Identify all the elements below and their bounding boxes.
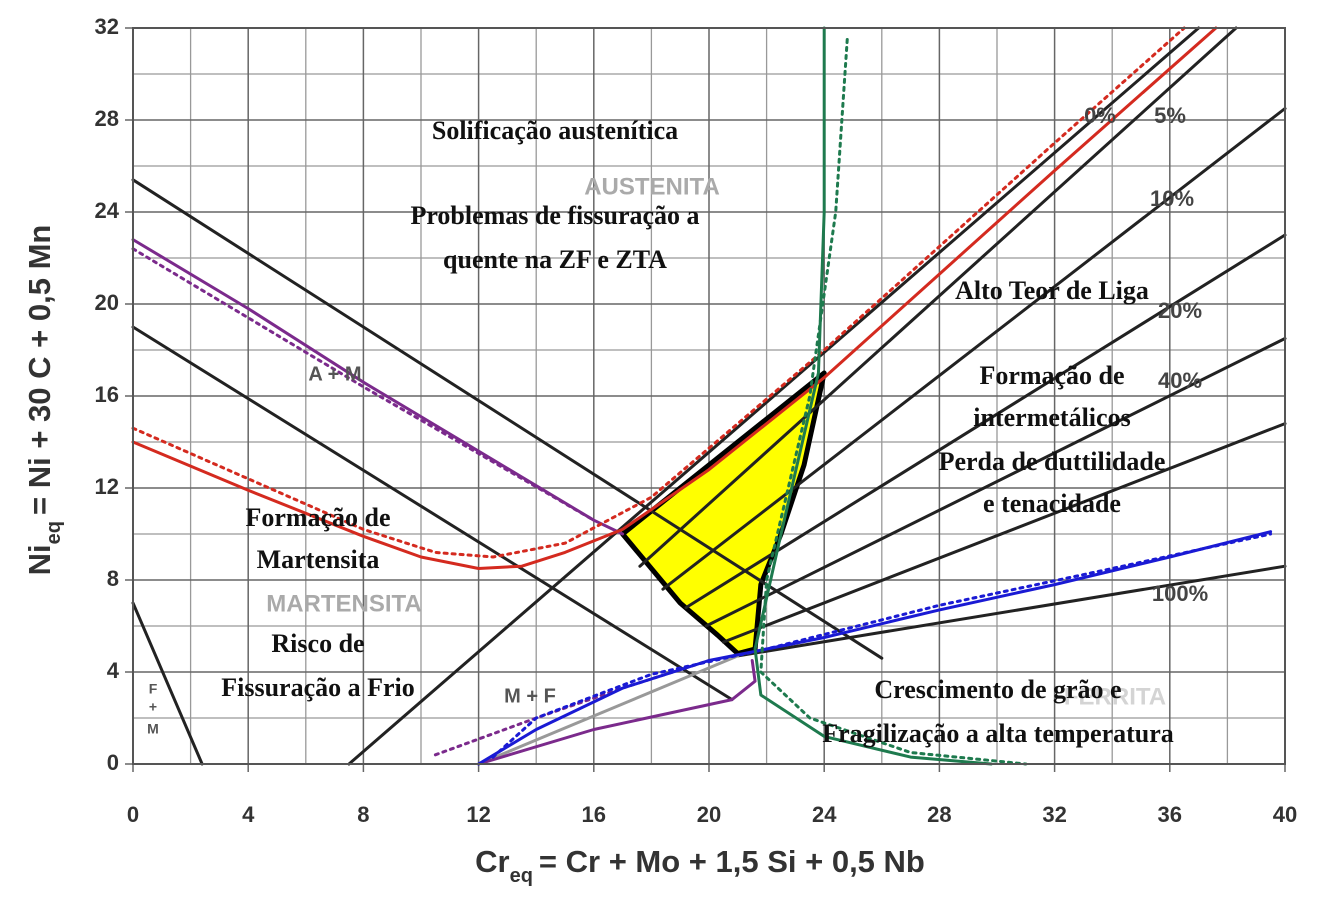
annotation: Formação de bbox=[979, 361, 1124, 390]
curve bbox=[347, 26, 1201, 766]
curve bbox=[131, 26, 1218, 570]
annotation: Solificação austenítica bbox=[432, 116, 678, 145]
x-tick-label: 4 bbox=[242, 802, 255, 827]
annotation: 20% bbox=[1158, 298, 1202, 323]
x-tick-label: 12 bbox=[466, 802, 490, 827]
curve bbox=[131, 26, 1186, 559]
annotation: Perda de duttilidade bbox=[939, 447, 1166, 476]
annotation: M + F bbox=[504, 685, 556, 707]
annotation: 10% bbox=[1150, 186, 1194, 211]
y-tick-label: 28 bbox=[95, 106, 119, 131]
curve bbox=[131, 247, 596, 522]
annotation: Problemas de fissuração a bbox=[410, 201, 699, 230]
plot-frame bbox=[132, 27, 1286, 765]
curve bbox=[477, 654, 740, 766]
y-tick-label: 8 bbox=[107, 566, 119, 591]
annotation: Crescimento de grão e bbox=[874, 675, 1121, 704]
annotation: F bbox=[149, 681, 158, 697]
curve bbox=[131, 238, 625, 536]
region bbox=[620, 370, 827, 657]
annotation: Alto Teor de Liga bbox=[955, 276, 1149, 305]
x-tick-label: 8 bbox=[357, 802, 369, 827]
y-tick-label: 20 bbox=[95, 290, 119, 315]
curve bbox=[131, 178, 884, 660]
y-tick-label: 32 bbox=[95, 14, 119, 39]
axis-title-main: Ni bbox=[22, 544, 57, 575]
curve bbox=[477, 659, 757, 766]
curve bbox=[491, 532, 1273, 759]
x-tick-label: 36 bbox=[1158, 802, 1182, 827]
annotation: AUSTENITA bbox=[584, 173, 720, 200]
annotation: 5% bbox=[1154, 103, 1186, 128]
annotation: 0% bbox=[1084, 103, 1116, 128]
annotation: Formação de bbox=[245, 503, 390, 532]
annotation: Fragilização a alta temperatura bbox=[822, 719, 1174, 748]
annotation: FERRITA bbox=[1064, 683, 1166, 710]
x-tick-label: 28 bbox=[927, 802, 951, 827]
curve bbox=[736, 564, 1287, 658]
curve bbox=[704, 337, 1287, 628]
curve bbox=[477, 530, 1273, 766]
x-tick-label: 40 bbox=[1273, 802, 1297, 827]
axis-title-rest: = Ni + 30 C + 0,5 Mn bbox=[22, 225, 57, 515]
annotation: e tenacidade bbox=[983, 489, 1121, 518]
curve bbox=[753, 26, 993, 766]
annotation: 40% bbox=[1158, 368, 1202, 393]
x-tick-label: 24 bbox=[812, 802, 837, 827]
annotation: quente na ZF e ZTA bbox=[443, 245, 667, 274]
curve bbox=[684, 233, 1287, 610]
annotation: Risco de bbox=[271, 629, 364, 658]
y-tick-label: 24 bbox=[95, 198, 120, 223]
curve bbox=[131, 325, 734, 702]
axis-title-main: Cr bbox=[475, 844, 509, 879]
y-tick-label: 16 bbox=[95, 382, 119, 407]
annotation: intermetálicos bbox=[973, 403, 1130, 432]
curve bbox=[721, 422, 1287, 644]
axis-title-sub: eq bbox=[510, 865, 533, 887]
annotation: + bbox=[149, 699, 157, 715]
x-tick-label: 16 bbox=[582, 802, 606, 827]
y-tick-label: 12 bbox=[95, 474, 119, 499]
y-tick-label: 4 bbox=[107, 658, 120, 683]
annotation: A + M bbox=[308, 363, 361, 385]
annotation: 100% bbox=[1152, 581, 1208, 606]
curve bbox=[131, 601, 204, 766]
annotation: M bbox=[147, 721, 159, 737]
annotation: Martensita bbox=[257, 545, 380, 574]
y-tick-label: 0 bbox=[107, 750, 119, 775]
axis-title-rest: = Cr + Mo + 1,5 Si + 0,5 Nb bbox=[539, 844, 925, 879]
curve bbox=[638, 26, 1238, 568]
axis-title-sub: eq bbox=[43, 521, 65, 544]
x_label-axis-title: Creq = Cr + Mo + 1,5 Si + 0,5 Nb bbox=[475, 844, 925, 887]
x-tick-label: 0 bbox=[127, 802, 139, 827]
annotation: Fissuração a Frio bbox=[221, 673, 415, 702]
curve bbox=[661, 107, 1287, 591]
x-tick-label: 32 bbox=[1042, 802, 1066, 827]
y_label-axis-title: Nieq = Ni + 30 C + 0,5 Mn bbox=[22, 225, 65, 576]
annotation: MARTENSITA bbox=[266, 590, 422, 617]
x-tick-label: 20 bbox=[697, 802, 721, 827]
curve bbox=[759, 38, 1028, 766]
